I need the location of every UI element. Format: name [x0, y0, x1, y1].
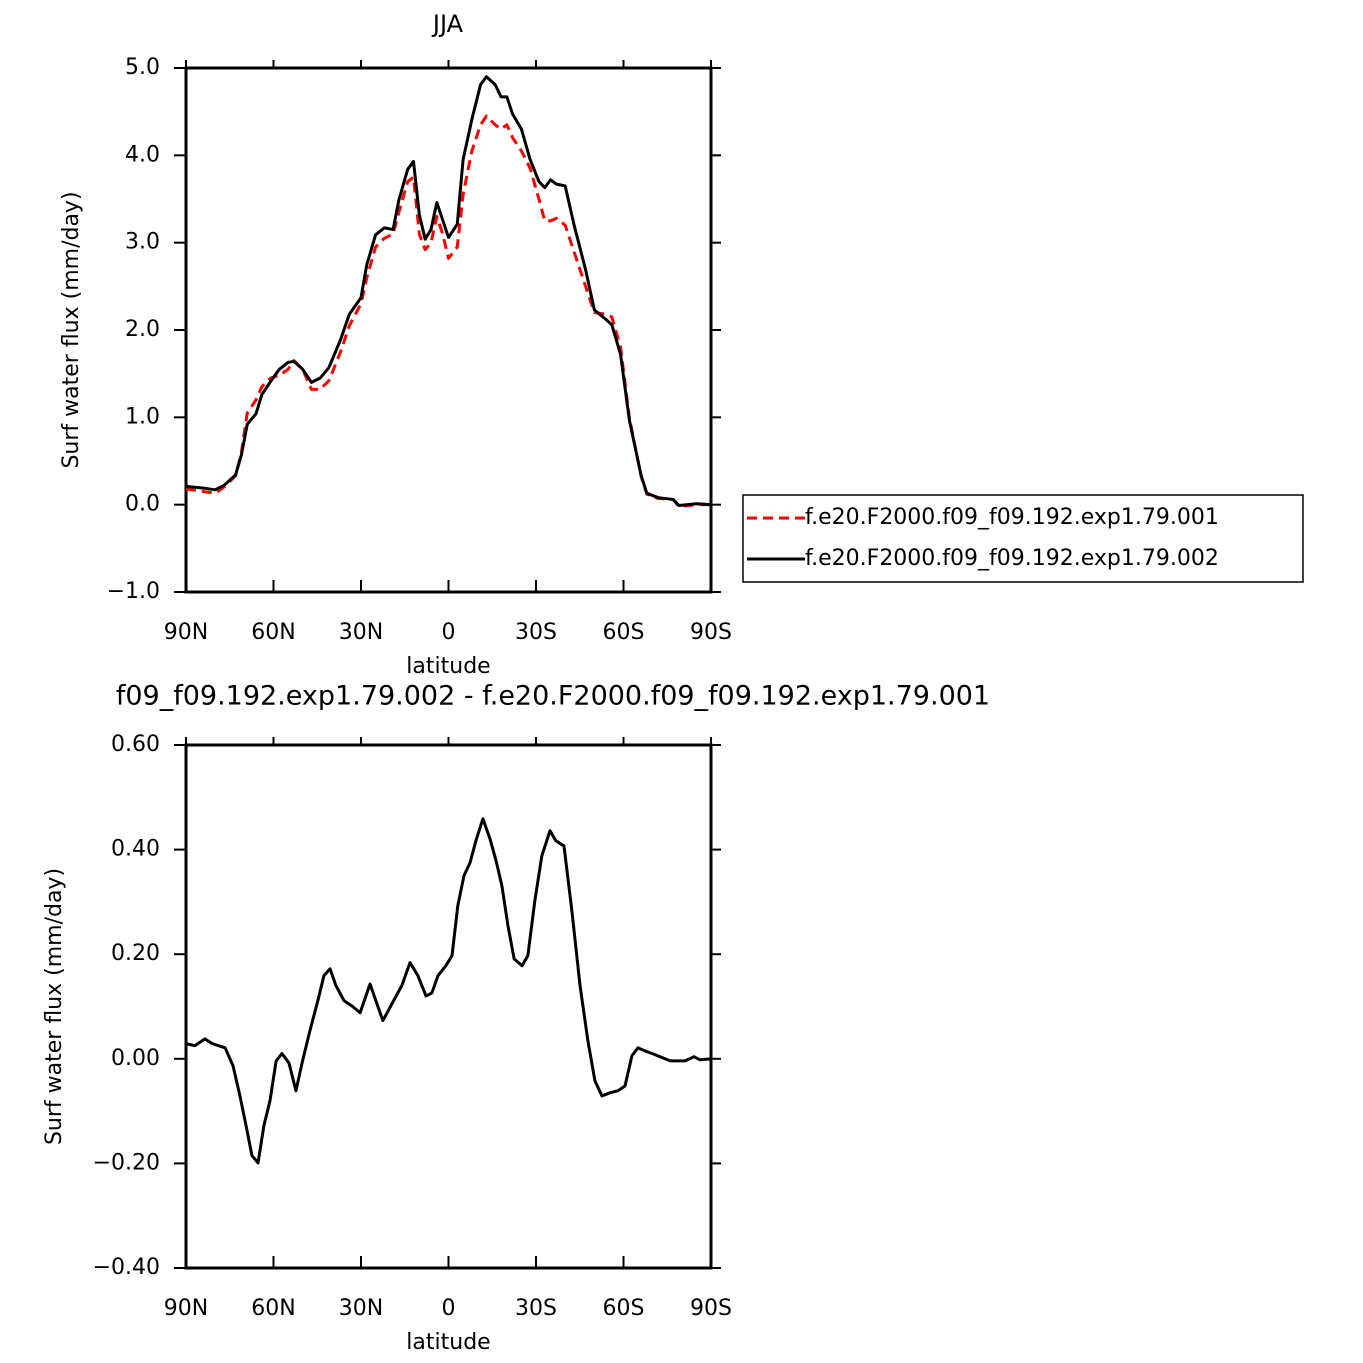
- y-tick-label: 3.0: [125, 230, 160, 255]
- y-axis-label: Surf water flux (mm/day): [59, 191, 84, 468]
- x-tick-label: 90N: [164, 620, 208, 645]
- x-tick-label: 60N: [251, 1296, 295, 1321]
- x-tick-label: 60S: [603, 1296, 645, 1321]
- y-tick-label: 4.0: [125, 142, 160, 167]
- y-axis-label: Surf water flux (mm/day): [42, 868, 67, 1145]
- y-tick-label: 0.0: [125, 492, 160, 517]
- y-tick-label: −0.20: [93, 1150, 160, 1175]
- x-tick-label: 30S: [515, 1296, 557, 1321]
- plot-frame: [184, 743, 713, 1270]
- y-tick-label: −1.0: [107, 579, 160, 604]
- x-tick-label: 0: [442, 620, 456, 645]
- y-tick-label: 0.40: [111, 837, 160, 862]
- chart-title: JJA: [431, 10, 464, 38]
- legend-label: f.e20.F2000.f09_f09.192.exp1.79.002: [805, 546, 1219, 571]
- x-axis-label: latitude: [406, 654, 490, 679]
- x-tick-label: 0: [442, 1296, 456, 1321]
- y-tick-label: 1.0: [125, 404, 160, 429]
- y-tick-label: 2.0: [125, 317, 160, 342]
- legend-box: [742, 494, 1304, 583]
- x-tick-label: 30N: [339, 620, 383, 645]
- x-axis-label: latitude: [406, 1330, 490, 1355]
- x-tick-label: 60N: [251, 620, 295, 645]
- x-tick-label: 30S: [515, 620, 557, 645]
- x-tick-label: 60S: [603, 620, 645, 645]
- y-tick-label: 0.60: [111, 732, 160, 757]
- x-tick-label: 90N: [164, 1296, 208, 1321]
- x-tick-label: 90S: [690, 1296, 732, 1321]
- data-line: [185, 817, 712, 1165]
- x-tick-label: 90S: [690, 620, 732, 645]
- data-line: [185, 114, 711, 508]
- x-tick-label: 30N: [339, 1296, 383, 1321]
- legend-label: f.e20.F2000.f09_f09.192.exp1.79.001: [805, 505, 1219, 530]
- data-line: [185, 75, 712, 508]
- chart-title: f09_f09.192.exp1.79.002 - f.e20.F2000.f0…: [116, 681, 990, 712]
- plot-frame: [184, 66, 713, 594]
- y-tick-label: 0.20: [111, 941, 160, 966]
- y-tick-label: 0.00: [111, 1046, 160, 1071]
- y-tick-label: −0.40: [93, 1255, 160, 1280]
- y-tick-label: 5.0: [125, 55, 160, 80]
